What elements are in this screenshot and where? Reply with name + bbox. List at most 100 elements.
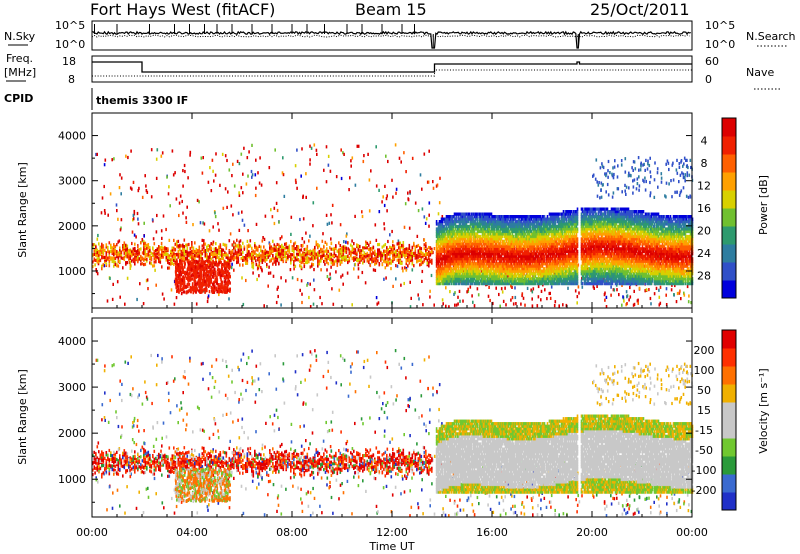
- data-cell: [150, 262, 153, 266]
- data-cell: [239, 246, 241, 250]
- data-cell: [196, 274, 199, 278]
- data-cell: [389, 257, 391, 261]
- data-cell: [199, 290, 202, 294]
- data-cell: [425, 248, 427, 252]
- data-cell: [95, 269, 98, 274]
- data-cell: [467, 287, 469, 291]
- data-cell: [128, 255, 130, 259]
- data-cell: [389, 261, 391, 265]
- data-cell: [201, 171, 204, 175]
- data-cell: [637, 301, 639, 305]
- data-cell: [282, 249, 285, 253]
- data-cell: [629, 285, 631, 290]
- data-cell: [285, 255, 288, 259]
- data-cell: [128, 249, 130, 254]
- data-cell: [179, 286, 182, 290]
- data-cell: [207, 260, 210, 264]
- data-cell: [511, 285, 513, 289]
- data-cell: [387, 239, 389, 244]
- data-cell: [322, 232, 324, 236]
- data-cell: [209, 264, 211, 268]
- data-cell: [170, 288, 173, 292]
- data-cell: [176, 258, 178, 262]
- data-cell: [365, 255, 367, 259]
- data-cell: [200, 156, 203, 160]
- data-cell: [386, 256, 388, 260]
- data-cell: [302, 256, 304, 260]
- data-cell: [374, 257, 376, 261]
- data-cell: [156, 251, 159, 255]
- data-cell: [372, 257, 375, 261]
- data-cell: [365, 253, 367, 257]
- data-cell: [344, 246, 346, 251]
- data-cell: [192, 261, 194, 265]
- data-cell: [260, 245, 262, 249]
- data-cell: [309, 265, 312, 269]
- data-cell: [119, 295, 121, 299]
- data-cell: [117, 260, 120, 264]
- data-cell: [161, 265, 163, 269]
- data-cell: [175, 271, 177, 275]
- data-cell: [174, 242, 177, 246]
- data-cell: [167, 258, 169, 263]
- data-cell: [260, 256, 262, 260]
- data-cell: [366, 246, 369, 250]
- data-cell: [356, 257, 358, 261]
- data-cell: [236, 259, 238, 263]
- data-cell: [360, 249, 363, 253]
- data-cell: [209, 282, 211, 286]
- data-cell: [408, 226, 411, 230]
- data-cell: [371, 258, 373, 262]
- data-cell: [411, 251, 414, 256]
- data-cell: [168, 262, 171, 266]
- data-cell: [402, 244, 405, 248]
- data-cell: [191, 258, 193, 262]
- nsearch-tick-bottom: 10^0: [705, 38, 735, 51]
- data-cell: [200, 259, 202, 264]
- data-cell: [300, 174, 302, 178]
- data-cell: [540, 298, 542, 302]
- data-cell: [198, 289, 200, 293]
- data-cell: [92, 246, 94, 250]
- data-cell: [396, 249, 399, 253]
- data-cell: [210, 251, 213, 255]
- data-cell: [633, 289, 635, 293]
- data-cell: [300, 261, 303, 265]
- data-cell: [175, 296, 178, 300]
- data-cell: [195, 249, 198, 253]
- data-cell: [392, 244, 394, 248]
- data-cell: [305, 253, 307, 257]
- data-cell: [178, 267, 180, 271]
- data-cell: [243, 245, 246, 249]
- data-cell: [237, 250, 240, 254]
- data-cell: [281, 255, 283, 259]
- data-cell: [325, 180, 328, 184]
- data-cell: [114, 250, 117, 254]
- data-cell: [424, 221, 427, 225]
- data-cell: [114, 256, 117, 260]
- data-cell: [333, 260, 336, 264]
- data-cell: [174, 254, 177, 258]
- data-cell: [189, 260, 192, 264]
- data-cell: [339, 247, 342, 252]
- data-cell: [339, 223, 342, 227]
- data-cell: [404, 266, 406, 270]
- data-cell: [262, 236, 264, 240]
- data-cell: [419, 246, 421, 250]
- data-cell: [351, 256, 354, 260]
- data-cell: [282, 253, 285, 257]
- data-cell: [386, 249, 388, 253]
- data-cell: [372, 251, 375, 255]
- data-cell: [314, 256, 316, 260]
- data-cell: [404, 248, 406, 252]
- data-cell: [558, 304, 560, 308]
- data-cell: [312, 248, 315, 252]
- data-cell: [309, 250, 312, 254]
- data-cell: [126, 254, 129, 258]
- data-cell: [96, 253, 99, 258]
- data-cell: [302, 194, 304, 198]
- data-cell: [223, 275, 226, 279]
- data-cell: [276, 253, 279, 257]
- nave-label: Nave: [746, 66, 774, 79]
